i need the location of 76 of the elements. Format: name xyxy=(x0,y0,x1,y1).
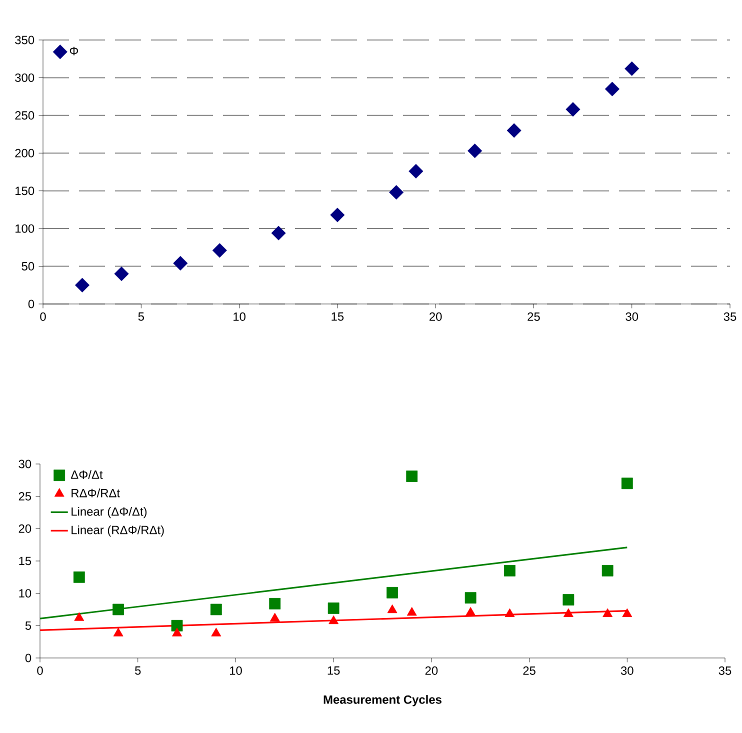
y-tick-label: 30 xyxy=(18,460,32,468)
legend-label: Linear (RΔΦ/RΔt) xyxy=(72,525,164,537)
x-tick-label: 0 xyxy=(37,666,43,675)
point xyxy=(406,607,417,616)
point xyxy=(328,602,340,614)
point xyxy=(621,478,633,490)
point xyxy=(468,144,482,158)
point xyxy=(112,604,124,616)
point xyxy=(210,604,222,616)
y-tick-label: 50 xyxy=(22,262,34,270)
x-tick-label: 25 xyxy=(523,666,536,675)
point xyxy=(74,612,84,621)
x-tick-label: 0 xyxy=(40,312,46,321)
y-tick-label: 0 xyxy=(25,654,32,662)
x-tick-label: 5 xyxy=(138,312,144,321)
x-tick-label: 30 xyxy=(620,666,634,675)
point xyxy=(563,608,574,617)
point xyxy=(74,278,90,292)
x-tick-label: 35 xyxy=(718,666,732,675)
x-tick-label: 15 xyxy=(332,312,344,321)
point xyxy=(114,266,129,282)
point xyxy=(387,604,398,614)
x-tick-label: 15 xyxy=(328,666,340,675)
point xyxy=(113,628,124,636)
point xyxy=(389,185,404,200)
point xyxy=(269,598,281,610)
point xyxy=(464,592,476,604)
y-tick-label: 10 xyxy=(19,589,32,598)
x-tick-label: 35 xyxy=(724,312,736,321)
x-tick-label: 20 xyxy=(425,666,438,675)
point xyxy=(406,470,418,482)
point xyxy=(212,243,227,258)
point xyxy=(566,102,580,117)
x-tick-label: 10 xyxy=(230,666,242,675)
y-tick-label: 25 xyxy=(18,492,32,501)
y-tick-label: 150 xyxy=(16,186,34,196)
point xyxy=(330,208,345,222)
y-tick-label: 250 xyxy=(15,111,34,120)
point xyxy=(211,628,222,636)
point xyxy=(622,608,632,617)
y-tick-label: 200 xyxy=(15,148,34,158)
point xyxy=(270,612,280,622)
point xyxy=(562,594,574,606)
point xyxy=(386,586,398,598)
legend-label: ΔΦ/Δt xyxy=(70,470,103,479)
point xyxy=(624,61,640,76)
x-tick-label: 25 xyxy=(528,312,540,321)
point xyxy=(328,615,339,624)
point xyxy=(504,608,515,617)
point xyxy=(604,82,620,96)
x-tick-label: 5 xyxy=(135,666,141,675)
x-axis-title: Measurement Cycles xyxy=(324,695,442,706)
point xyxy=(271,226,286,240)
y-tick-label: 15 xyxy=(19,556,32,566)
legend-label: Linear (ΔΦ/Δt) xyxy=(72,507,147,518)
point xyxy=(602,608,613,617)
point xyxy=(73,571,85,583)
point xyxy=(504,564,516,576)
x-tick-label: 10 xyxy=(234,312,246,321)
y-tick-label: 5 xyxy=(25,621,32,630)
point xyxy=(172,628,182,636)
y-tick-label: 20 xyxy=(18,524,32,533)
point xyxy=(408,164,424,178)
x-tick-label: 30 xyxy=(626,312,638,321)
point xyxy=(602,564,614,576)
x-tick-label: 20 xyxy=(430,312,442,321)
point xyxy=(466,607,476,616)
y-tick-label: 100 xyxy=(16,224,34,233)
point xyxy=(506,123,522,138)
point xyxy=(173,256,188,271)
y-tick-label: 350 xyxy=(15,36,34,44)
point xyxy=(171,620,183,632)
y-tick-label: 300 xyxy=(15,73,34,82)
legend-label: Φ xyxy=(70,46,78,56)
legend-label: RΔΦ/RΔt xyxy=(72,488,120,498)
y-tick-label: 0 xyxy=(28,300,34,308)
